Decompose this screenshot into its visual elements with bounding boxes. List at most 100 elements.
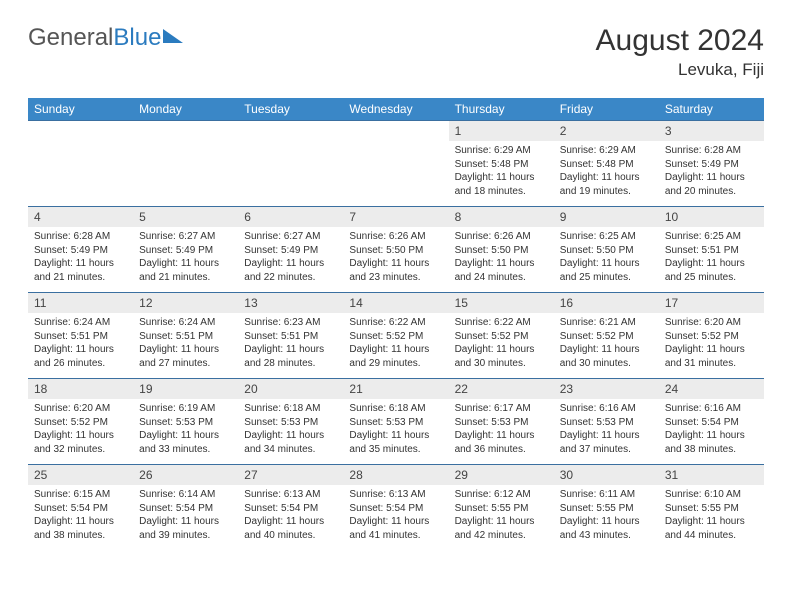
logo-text-blue: Blue [113, 24, 161, 52]
day-details: Sunrise: 6:16 AMSunset: 5:54 PMDaylight:… [659, 399, 764, 464]
day-details: Sunrise: 6:24 AMSunset: 5:51 PMDaylight:… [28, 313, 133, 378]
day-details: Sunrise: 6:20 AMSunset: 5:52 PMDaylight:… [659, 313, 764, 378]
calendar-day-header: Saturday [659, 98, 764, 120]
calendar-day-cell: 13Sunrise: 6:23 AMSunset: 5:51 PMDayligh… [238, 292, 343, 378]
calendar-day-cell: 16Sunrise: 6:21 AMSunset: 5:52 PMDayligh… [554, 292, 659, 378]
day-details: Sunrise: 6:16 AMSunset: 5:53 PMDaylight:… [554, 399, 659, 464]
day-number: 7 [343, 206, 448, 227]
calendar-day-cell [343, 120, 448, 206]
day-number [238, 120, 343, 141]
calendar-day-cell [238, 120, 343, 206]
day-details: Sunrise: 6:26 AMSunset: 5:50 PMDaylight:… [449, 227, 554, 292]
calendar-day-cell: 23Sunrise: 6:16 AMSunset: 5:53 PMDayligh… [554, 378, 659, 464]
calendar-day-cell: 20Sunrise: 6:18 AMSunset: 5:53 PMDayligh… [238, 378, 343, 464]
calendar-day-cell: 27Sunrise: 6:13 AMSunset: 5:54 PMDayligh… [238, 464, 343, 550]
calendar-day-cell: 24Sunrise: 6:16 AMSunset: 5:54 PMDayligh… [659, 378, 764, 464]
day-number [133, 120, 238, 141]
day-number: 9 [554, 206, 659, 227]
day-details: Sunrise: 6:13 AMSunset: 5:54 PMDaylight:… [343, 485, 448, 550]
calendar-day-cell: 12Sunrise: 6:24 AMSunset: 5:51 PMDayligh… [133, 292, 238, 378]
calendar-day-cell: 21Sunrise: 6:18 AMSunset: 5:53 PMDayligh… [343, 378, 448, 464]
day-number: 27 [238, 464, 343, 485]
day-number: 4 [28, 206, 133, 227]
calendar-day-cell: 22Sunrise: 6:17 AMSunset: 5:53 PMDayligh… [449, 378, 554, 464]
day-number: 23 [554, 378, 659, 399]
day-number: 14 [343, 292, 448, 313]
calendar-day-cell: 19Sunrise: 6:19 AMSunset: 5:53 PMDayligh… [133, 378, 238, 464]
calendar-day-cell: 29Sunrise: 6:12 AMSunset: 5:55 PMDayligh… [449, 464, 554, 550]
day-details: Sunrise: 6:25 AMSunset: 5:50 PMDaylight:… [554, 227, 659, 292]
day-details: Sunrise: 6:21 AMSunset: 5:52 PMDaylight:… [554, 313, 659, 378]
calendar-day-cell [133, 120, 238, 206]
day-details: Sunrise: 6:13 AMSunset: 5:54 PMDaylight:… [238, 485, 343, 550]
day-number: 12 [133, 292, 238, 313]
day-details: Sunrise: 6:22 AMSunset: 5:52 PMDaylight:… [449, 313, 554, 378]
day-number: 15 [449, 292, 554, 313]
day-details: Sunrise: 6:28 AMSunset: 5:49 PMDaylight:… [28, 227, 133, 292]
calendar-day-header: Monday [133, 98, 238, 120]
day-details [238, 141, 343, 193]
calendar-body: 1Sunrise: 6:29 AMSunset: 5:48 PMDaylight… [28, 120, 764, 550]
day-number [28, 120, 133, 141]
calendar-day-cell: 25Sunrise: 6:15 AMSunset: 5:54 PMDayligh… [28, 464, 133, 550]
calendar-day-cell: 2Sunrise: 6:29 AMSunset: 5:48 PMDaylight… [554, 120, 659, 206]
day-number: 24 [659, 378, 764, 399]
calendar-table: SundayMondayTuesdayWednesdayThursdayFrid… [28, 98, 764, 550]
day-number: 5 [133, 206, 238, 227]
calendar-day-cell: 30Sunrise: 6:11 AMSunset: 5:55 PMDayligh… [554, 464, 659, 550]
day-details: Sunrise: 6:20 AMSunset: 5:52 PMDaylight:… [28, 399, 133, 464]
day-details: Sunrise: 6:11 AMSunset: 5:55 PMDaylight:… [554, 485, 659, 550]
calendar-header-row: SundayMondayTuesdayWednesdayThursdayFrid… [28, 98, 764, 120]
day-details [133, 141, 238, 193]
day-number: 6 [238, 206, 343, 227]
calendar-day-cell: 28Sunrise: 6:13 AMSunset: 5:54 PMDayligh… [343, 464, 448, 550]
day-number: 2 [554, 120, 659, 141]
day-details: Sunrise: 6:29 AMSunset: 5:48 PMDaylight:… [554, 141, 659, 206]
calendar-day-header: Friday [554, 98, 659, 120]
calendar-day-cell [28, 120, 133, 206]
calendar-day-cell: 7Sunrise: 6:26 AMSunset: 5:50 PMDaylight… [343, 206, 448, 292]
day-details [343, 141, 448, 193]
logo-text-gray: General [28, 24, 113, 52]
day-number: 17 [659, 292, 764, 313]
day-number: 13 [238, 292, 343, 313]
calendar-day-cell: 1Sunrise: 6:29 AMSunset: 5:48 PMDaylight… [449, 120, 554, 206]
day-number: 19 [133, 378, 238, 399]
calendar-day-cell: 14Sunrise: 6:22 AMSunset: 5:52 PMDayligh… [343, 292, 448, 378]
calendar-day-cell: 8Sunrise: 6:26 AMSunset: 5:50 PMDaylight… [449, 206, 554, 292]
day-number: 11 [28, 292, 133, 313]
day-details: Sunrise: 6:12 AMSunset: 5:55 PMDaylight:… [449, 485, 554, 550]
day-details: Sunrise: 6:24 AMSunset: 5:51 PMDaylight:… [133, 313, 238, 378]
calendar-day-cell: 6Sunrise: 6:27 AMSunset: 5:49 PMDaylight… [238, 206, 343, 292]
day-number: 30 [554, 464, 659, 485]
day-number: 18 [28, 378, 133, 399]
day-details: Sunrise: 6:23 AMSunset: 5:51 PMDaylight:… [238, 313, 343, 378]
day-number: 16 [554, 292, 659, 313]
day-details: Sunrise: 6:29 AMSunset: 5:48 PMDaylight:… [449, 141, 554, 206]
day-details: Sunrise: 6:22 AMSunset: 5:52 PMDaylight:… [343, 313, 448, 378]
calendar-day-header: Wednesday [343, 98, 448, 120]
calendar-day-cell: 17Sunrise: 6:20 AMSunset: 5:52 PMDayligh… [659, 292, 764, 378]
day-details: Sunrise: 6:15 AMSunset: 5:54 PMDaylight:… [28, 485, 133, 550]
day-details: Sunrise: 6:17 AMSunset: 5:53 PMDaylight:… [449, 399, 554, 464]
calendar-day-cell: 15Sunrise: 6:22 AMSunset: 5:52 PMDayligh… [449, 292, 554, 378]
day-number: 10 [659, 206, 764, 227]
day-details: Sunrise: 6:25 AMSunset: 5:51 PMDaylight:… [659, 227, 764, 292]
day-number: 25 [28, 464, 133, 485]
calendar-day-header: Tuesday [238, 98, 343, 120]
day-details: Sunrise: 6:18 AMSunset: 5:53 PMDaylight:… [343, 399, 448, 464]
day-number: 31 [659, 464, 764, 485]
header: GeneralBlue August 2024 Levuka, Fiji [28, 24, 764, 80]
day-number [343, 120, 448, 141]
day-number: 29 [449, 464, 554, 485]
day-number: 22 [449, 378, 554, 399]
calendar-day-header: Sunday [28, 98, 133, 120]
day-details: Sunrise: 6:18 AMSunset: 5:53 PMDaylight:… [238, 399, 343, 464]
calendar-week-row: 18Sunrise: 6:20 AMSunset: 5:52 PMDayligh… [28, 378, 764, 464]
calendar-day-cell: 18Sunrise: 6:20 AMSunset: 5:52 PMDayligh… [28, 378, 133, 464]
day-details: Sunrise: 6:26 AMSunset: 5:50 PMDaylight:… [343, 227, 448, 292]
calendar-day-cell: 10Sunrise: 6:25 AMSunset: 5:51 PMDayligh… [659, 206, 764, 292]
day-details: Sunrise: 6:14 AMSunset: 5:54 PMDaylight:… [133, 485, 238, 550]
calendar-day-cell: 5Sunrise: 6:27 AMSunset: 5:49 PMDaylight… [133, 206, 238, 292]
day-number: 26 [133, 464, 238, 485]
